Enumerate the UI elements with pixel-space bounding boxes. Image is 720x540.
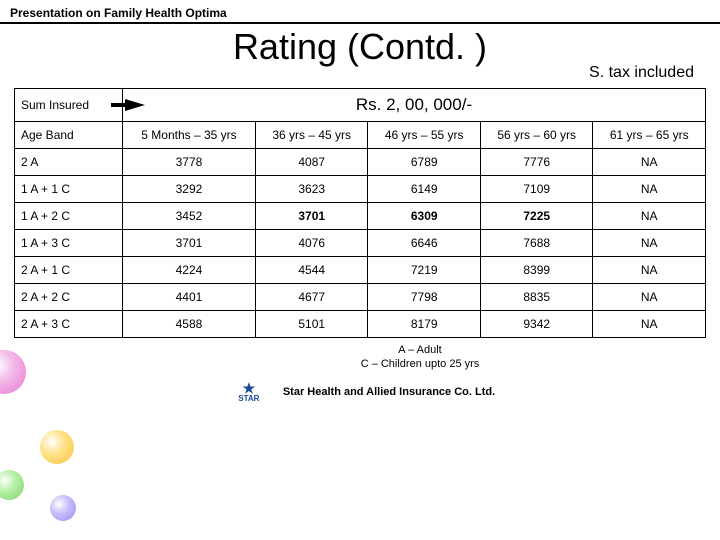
logo: ★ STAR [225, 376, 273, 408]
legend-children: C – Children upto 25 yrs [120, 358, 720, 370]
cell: 4544 [255, 257, 368, 284]
cell: 4677 [255, 284, 368, 311]
cell: 4087 [255, 149, 368, 176]
col-head-4: 61 yrs – 65 yrs [593, 122, 706, 149]
sum-insured-label: Sum Insured [15, 89, 123, 122]
cell: NA [593, 257, 706, 284]
row-label: 1 A + 2 C [15, 203, 123, 230]
cell: 8179 [368, 311, 481, 338]
cell: 8835 [480, 284, 593, 311]
cell: 6309 [368, 203, 481, 230]
table-row: 2 A3778408767897776NA [15, 149, 706, 176]
col-head-2: 46 yrs – 55 yrs [368, 122, 481, 149]
legend-adult: A – Adult [120, 344, 720, 356]
rating-table: Sum Insured Rs. 2, 00, 000/- Age Band 5 … [14, 88, 706, 338]
row-label: 1 A + 1 C [15, 176, 123, 203]
cell: 4401 [123, 284, 256, 311]
cell: NA [593, 230, 706, 257]
cell: 6789 [368, 149, 481, 176]
cell: 7219 [368, 257, 481, 284]
cell: 5101 [255, 311, 368, 338]
table-row: 2 A + 1 C4224454472198399NA [15, 257, 706, 284]
sum-insured-row: Sum Insured Rs. 2, 00, 000/- [15, 89, 706, 122]
table-row: 2 A + 2 C4401467777988835NA [15, 284, 706, 311]
breadcrumb: Presentation on Family Health Optima [10, 6, 710, 20]
table-row: 1 A + 2 C3452370163097225NA [15, 203, 706, 230]
cell: NA [593, 311, 706, 338]
cell: 4224 [123, 257, 256, 284]
age-band-label: Age Band [15, 122, 123, 149]
column-header-row: Age Band 5 Months – 35 yrs 36 yrs – 45 y… [15, 122, 706, 149]
col-head-1: 36 yrs – 45 yrs [255, 122, 368, 149]
sum-insured-value-cell: Rs. 2, 00, 000/- [123, 89, 706, 122]
cell: 3452 [123, 203, 256, 230]
sum-insured-value: Rs. 2, 00, 000/- [129, 95, 699, 115]
cell: 4588 [123, 311, 256, 338]
header: Presentation on Family Health Optima [0, 0, 720, 24]
deco-bubble-green [0, 470, 24, 500]
cell: 3701 [123, 230, 256, 257]
cell: NA [593, 149, 706, 176]
deco-bubble-yellow [40, 430, 74, 464]
arrow-icon [125, 99, 145, 111]
cell: 7798 [368, 284, 481, 311]
logo-text: STAR [238, 395, 259, 403]
cell: 3292 [123, 176, 256, 203]
cell: NA [593, 176, 706, 203]
footer: ★ STAR Star Health and Allied Insurance … [0, 376, 720, 408]
cell: 7688 [480, 230, 593, 257]
company-name: Star Health and Allied Insurance Co. Ltd… [283, 386, 495, 398]
legend: A – Adult C – Children upto 25 yrs [0, 344, 720, 370]
cell: NA [593, 284, 706, 311]
cell: 7776 [480, 149, 593, 176]
row-label: 1 A + 3 C [15, 230, 123, 257]
cell: 8399 [480, 257, 593, 284]
cell: 7109 [480, 176, 593, 203]
col-head-0: 5 Months – 35 yrs [123, 122, 256, 149]
star-icon: ★ [243, 381, 256, 395]
col-head-3: 56 yrs – 60 yrs [480, 122, 593, 149]
cell: 3701 [255, 203, 368, 230]
row-label: 2 A + 1 C [15, 257, 123, 284]
cell: 7225 [480, 203, 593, 230]
table-row: 2 A + 3 C4588510181799342NA [15, 311, 706, 338]
table-row: 1 A + 3 C3701407666467688NA [15, 230, 706, 257]
page-title: Rating (Contd. ) [0, 26, 720, 68]
deco-bubble-purple [50, 495, 76, 521]
cell: 3623 [255, 176, 368, 203]
cell: 6149 [368, 176, 481, 203]
cell: 9342 [480, 311, 593, 338]
cell: 4076 [255, 230, 368, 257]
table-row: 1 A + 1 C3292362361497109NA [15, 176, 706, 203]
cell: 6646 [368, 230, 481, 257]
cell: 3778 [123, 149, 256, 176]
cell: NA [593, 203, 706, 230]
subtitle: S. tax included [0, 64, 720, 82]
row-label: 2 A [15, 149, 123, 176]
row-label: 2 A + 3 C [15, 311, 123, 338]
row-label: 2 A + 2 C [15, 284, 123, 311]
